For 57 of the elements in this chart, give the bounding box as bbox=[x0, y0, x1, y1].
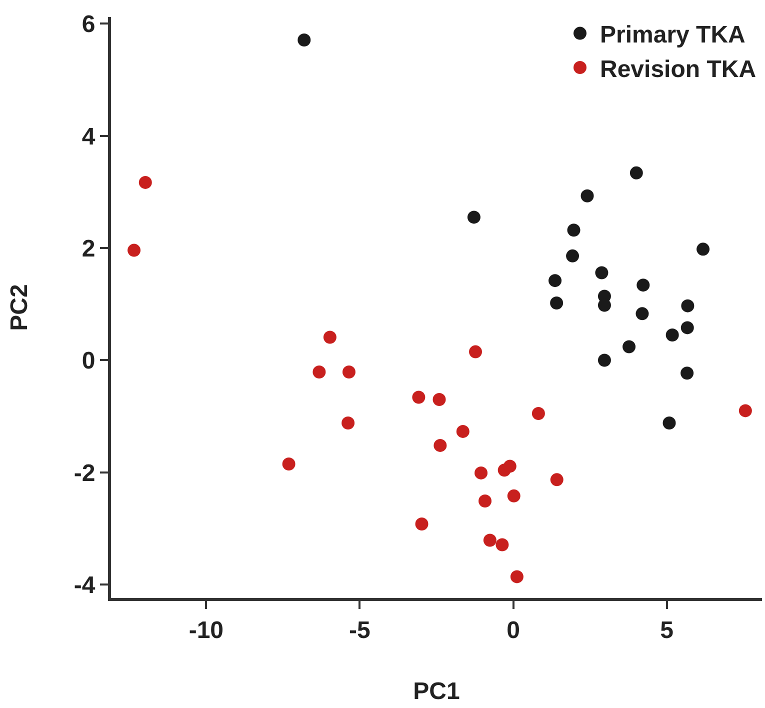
y-tick-label: -2 bbox=[74, 460, 96, 487]
point bbox=[483, 534, 496, 547]
point bbox=[434, 438, 447, 452]
point bbox=[496, 538, 509, 552]
x-tick-label: -10 bbox=[188, 616, 224, 644]
point bbox=[342, 416, 355, 430]
point bbox=[478, 494, 492, 508]
x-tick-label: 5 bbox=[660, 616, 674, 644]
point bbox=[503, 460, 516, 473]
point bbox=[566, 249, 580, 262]
x-tick-label: 0 bbox=[506, 616, 520, 644]
point bbox=[630, 166, 643, 180]
point bbox=[312, 365, 326, 378]
point bbox=[598, 354, 611, 367]
point bbox=[432, 392, 446, 406]
point bbox=[510, 570, 524, 584]
point bbox=[548, 274, 562, 288]
point bbox=[696, 242, 710, 256]
point bbox=[298, 33, 311, 46]
y-axis-title: PC2 bbox=[6, 284, 33, 331]
point bbox=[128, 244, 141, 257]
point bbox=[622, 340, 636, 354]
point bbox=[567, 224, 580, 237]
legend-label: Revision TKA bbox=[600, 56, 756, 83]
x-tick-label: -5 bbox=[349, 616, 370, 644]
x-axis-title: PC1 bbox=[413, 678, 460, 706]
point bbox=[580, 189, 594, 202]
point bbox=[469, 345, 482, 358]
y-tick-label: 6 bbox=[82, 11, 96, 38]
point bbox=[474, 466, 488, 480]
point bbox=[636, 307, 649, 320]
point bbox=[323, 330, 336, 344]
y-tick-label: -4 bbox=[74, 572, 96, 599]
point bbox=[532, 406, 545, 420]
point bbox=[507, 489, 520, 502]
point bbox=[342, 365, 356, 378]
point bbox=[662, 416, 676, 430]
y-tick-label: 0 bbox=[82, 348, 96, 375]
y-tick-label: 2 bbox=[82, 235, 96, 262]
y-tick-label: 4 bbox=[82, 123, 96, 150]
point bbox=[550, 296, 564, 310]
point bbox=[456, 424, 470, 438]
point bbox=[680, 366, 694, 380]
point bbox=[282, 457, 296, 470]
point bbox=[680, 321, 694, 334]
point bbox=[681, 299, 694, 312]
point bbox=[550, 473, 564, 486]
point bbox=[138, 176, 152, 189]
point bbox=[467, 210, 480, 224]
point bbox=[666, 328, 679, 342]
point bbox=[636, 278, 650, 292]
point bbox=[738, 404, 752, 418]
point bbox=[412, 390, 426, 404]
point bbox=[595, 266, 608, 280]
legend-label: Primary TKA bbox=[600, 22, 746, 49]
point bbox=[415, 517, 428, 530]
point bbox=[598, 298, 611, 312]
